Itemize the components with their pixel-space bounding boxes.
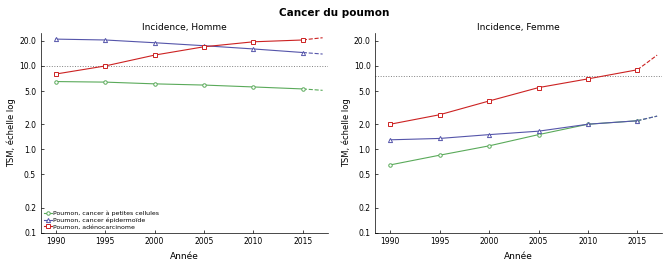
Title: Incidence, Homme: Incidence, Homme <box>142 23 227 32</box>
Y-axis label: TSM, échelle log: TSM, échelle log <box>7 98 17 167</box>
X-axis label: Année: Année <box>170 252 199 261</box>
Y-axis label: TSM, échelle log: TSM, échelle log <box>341 98 351 167</box>
X-axis label: Année: Année <box>504 252 533 261</box>
Legend: Poumon, cancer à petites cellules, Poumon, cancer épidermoïde, Poumon, adénocarc: Poumon, cancer à petites cellules, Poumo… <box>44 211 159 229</box>
Text: Cancer du poumon: Cancer du poumon <box>280 8 389 18</box>
Title: Incidence, Femme: Incidence, Femme <box>478 23 560 32</box>
